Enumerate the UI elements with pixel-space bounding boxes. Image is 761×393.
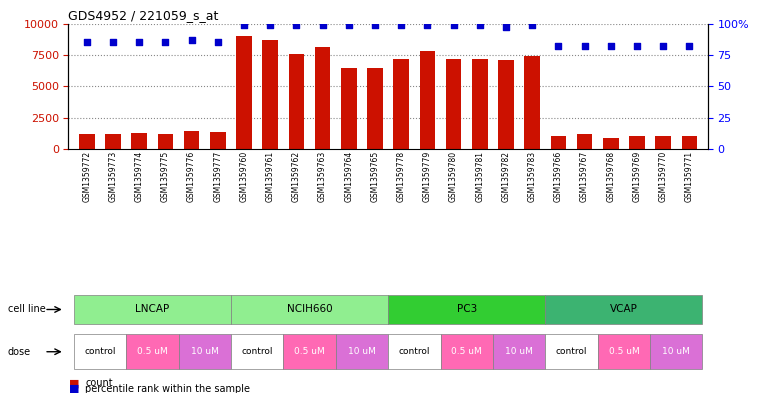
Point xyxy=(552,43,565,50)
Bar xyxy=(236,36,252,149)
Text: 10 uM: 10 uM xyxy=(191,347,218,356)
Point xyxy=(631,43,643,50)
Text: 10 uM: 10 uM xyxy=(348,347,376,356)
Point xyxy=(500,24,512,31)
Point xyxy=(369,22,381,28)
Point xyxy=(238,22,250,28)
Point xyxy=(81,39,93,46)
Point xyxy=(291,22,303,28)
Point xyxy=(578,43,591,50)
Text: 0.5 uM: 0.5 uM xyxy=(451,347,482,356)
Text: LNCAP: LNCAP xyxy=(135,305,170,314)
Bar xyxy=(105,134,121,149)
Point xyxy=(447,22,460,28)
Text: 0.5 uM: 0.5 uM xyxy=(295,347,325,356)
Point xyxy=(657,43,669,50)
Bar xyxy=(158,134,174,149)
Bar xyxy=(577,134,593,149)
Text: cell line: cell line xyxy=(8,305,46,314)
Point xyxy=(342,22,355,28)
Bar xyxy=(498,60,514,149)
Text: percentile rank within the sample: percentile rank within the sample xyxy=(85,384,250,393)
Text: count: count xyxy=(85,378,113,388)
Bar xyxy=(550,136,566,149)
Bar xyxy=(393,59,409,149)
Text: 0.5 uM: 0.5 uM xyxy=(609,347,639,356)
Bar xyxy=(629,136,645,149)
Text: control: control xyxy=(241,347,273,356)
Bar xyxy=(446,59,461,149)
Text: ■: ■ xyxy=(68,378,79,388)
Bar xyxy=(472,59,488,149)
Text: dose: dose xyxy=(8,347,30,357)
Text: control: control xyxy=(399,347,430,356)
Bar xyxy=(315,48,330,149)
Text: NCIH660: NCIH660 xyxy=(287,305,333,314)
Point xyxy=(317,22,329,28)
Bar xyxy=(79,134,94,149)
Point xyxy=(133,39,145,46)
Point xyxy=(186,37,198,43)
Point xyxy=(107,39,119,46)
Bar xyxy=(524,56,540,149)
Point xyxy=(395,22,407,28)
Bar xyxy=(288,54,304,149)
Point xyxy=(605,43,617,50)
Text: GDS4952 / 221059_s_at: GDS4952 / 221059_s_at xyxy=(68,9,219,22)
Bar xyxy=(210,132,226,149)
Point xyxy=(526,22,538,28)
Point xyxy=(473,22,486,28)
Point xyxy=(683,43,696,50)
Text: 10 uM: 10 uM xyxy=(505,347,533,356)
Bar xyxy=(183,131,199,149)
Text: control: control xyxy=(556,347,587,356)
Bar xyxy=(603,138,619,149)
Bar xyxy=(655,136,671,149)
Text: 0.5 uM: 0.5 uM xyxy=(137,347,167,356)
Text: PC3: PC3 xyxy=(457,305,477,314)
Text: 10 uM: 10 uM xyxy=(662,347,690,356)
Bar xyxy=(341,68,357,149)
Text: VCAP: VCAP xyxy=(610,305,638,314)
Bar xyxy=(132,133,147,149)
Text: control: control xyxy=(84,347,116,356)
Bar xyxy=(367,68,383,149)
Point xyxy=(264,22,276,28)
Bar xyxy=(263,40,278,149)
Point xyxy=(212,39,224,46)
Bar xyxy=(419,51,435,149)
Point xyxy=(159,39,171,46)
Point xyxy=(422,22,434,28)
Text: ■: ■ xyxy=(68,384,79,393)
Bar xyxy=(682,136,697,149)
